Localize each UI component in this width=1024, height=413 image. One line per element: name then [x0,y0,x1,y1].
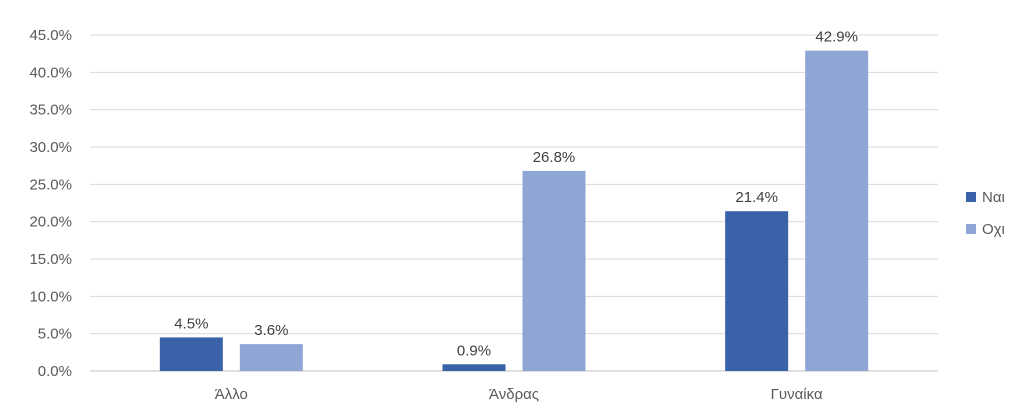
y-tick-label: 30.0% [29,139,72,156]
bar [805,50,869,372]
data-label: 42.9% [815,29,858,46]
y-tick-label: 40.0% [29,64,72,81]
legend-item-nai: Ναι [966,186,1022,208]
legend-swatch-nai [966,192,976,202]
y-axis-ticks: 0.0% 5.0% 10.0% 15.0% 20.0% 25.0% 30.0% 35.0% 40… [29,27,72,380]
legend: Ναι Οχι [966,186,1022,250]
bar [159,337,223,371]
legend-label-ochi: Οχι [982,220,1005,238]
bar [725,211,789,371]
y-tick-label: 25.0% [29,176,72,193]
gridlines [90,34,938,372]
data-label: 26.8% [533,149,576,166]
bar [442,364,506,371]
y-tick-label: 0.0% [38,363,72,380]
data-label: 4.5% [174,315,208,332]
y-tick-label: 10.0% [29,288,72,305]
y-tick-label: 5.0% [38,326,72,343]
data-label: 0.9% [457,342,491,359]
y-tick-label: 15.0% [29,251,72,268]
legend-label-nai: Ναι [982,188,1005,206]
y-tick-label: 20.0% [29,214,72,231]
data-labels: 4.5% 3.6% 0.9% 26.8% 21.4% 42.9% [174,29,858,360]
x-tick-label: Άλλο [215,386,248,403]
y-tick-label: 35.0% [29,102,72,119]
bars [159,50,869,372]
legend-item-ochi: Οχι [966,218,1022,240]
data-label: 3.6% [254,322,288,339]
x-tick-label: Άνδρας [489,386,539,403]
y-tick-label: 45.0% [29,27,72,44]
x-tick-label: Γυναίκα [771,386,823,403]
legend-swatch-ochi [966,224,976,234]
bar [522,170,586,371]
x-axis-ticks: Άλλο Άνδρας Γυναίκα [215,386,823,403]
bar [239,344,303,371]
data-label: 21.4% [735,189,778,206]
